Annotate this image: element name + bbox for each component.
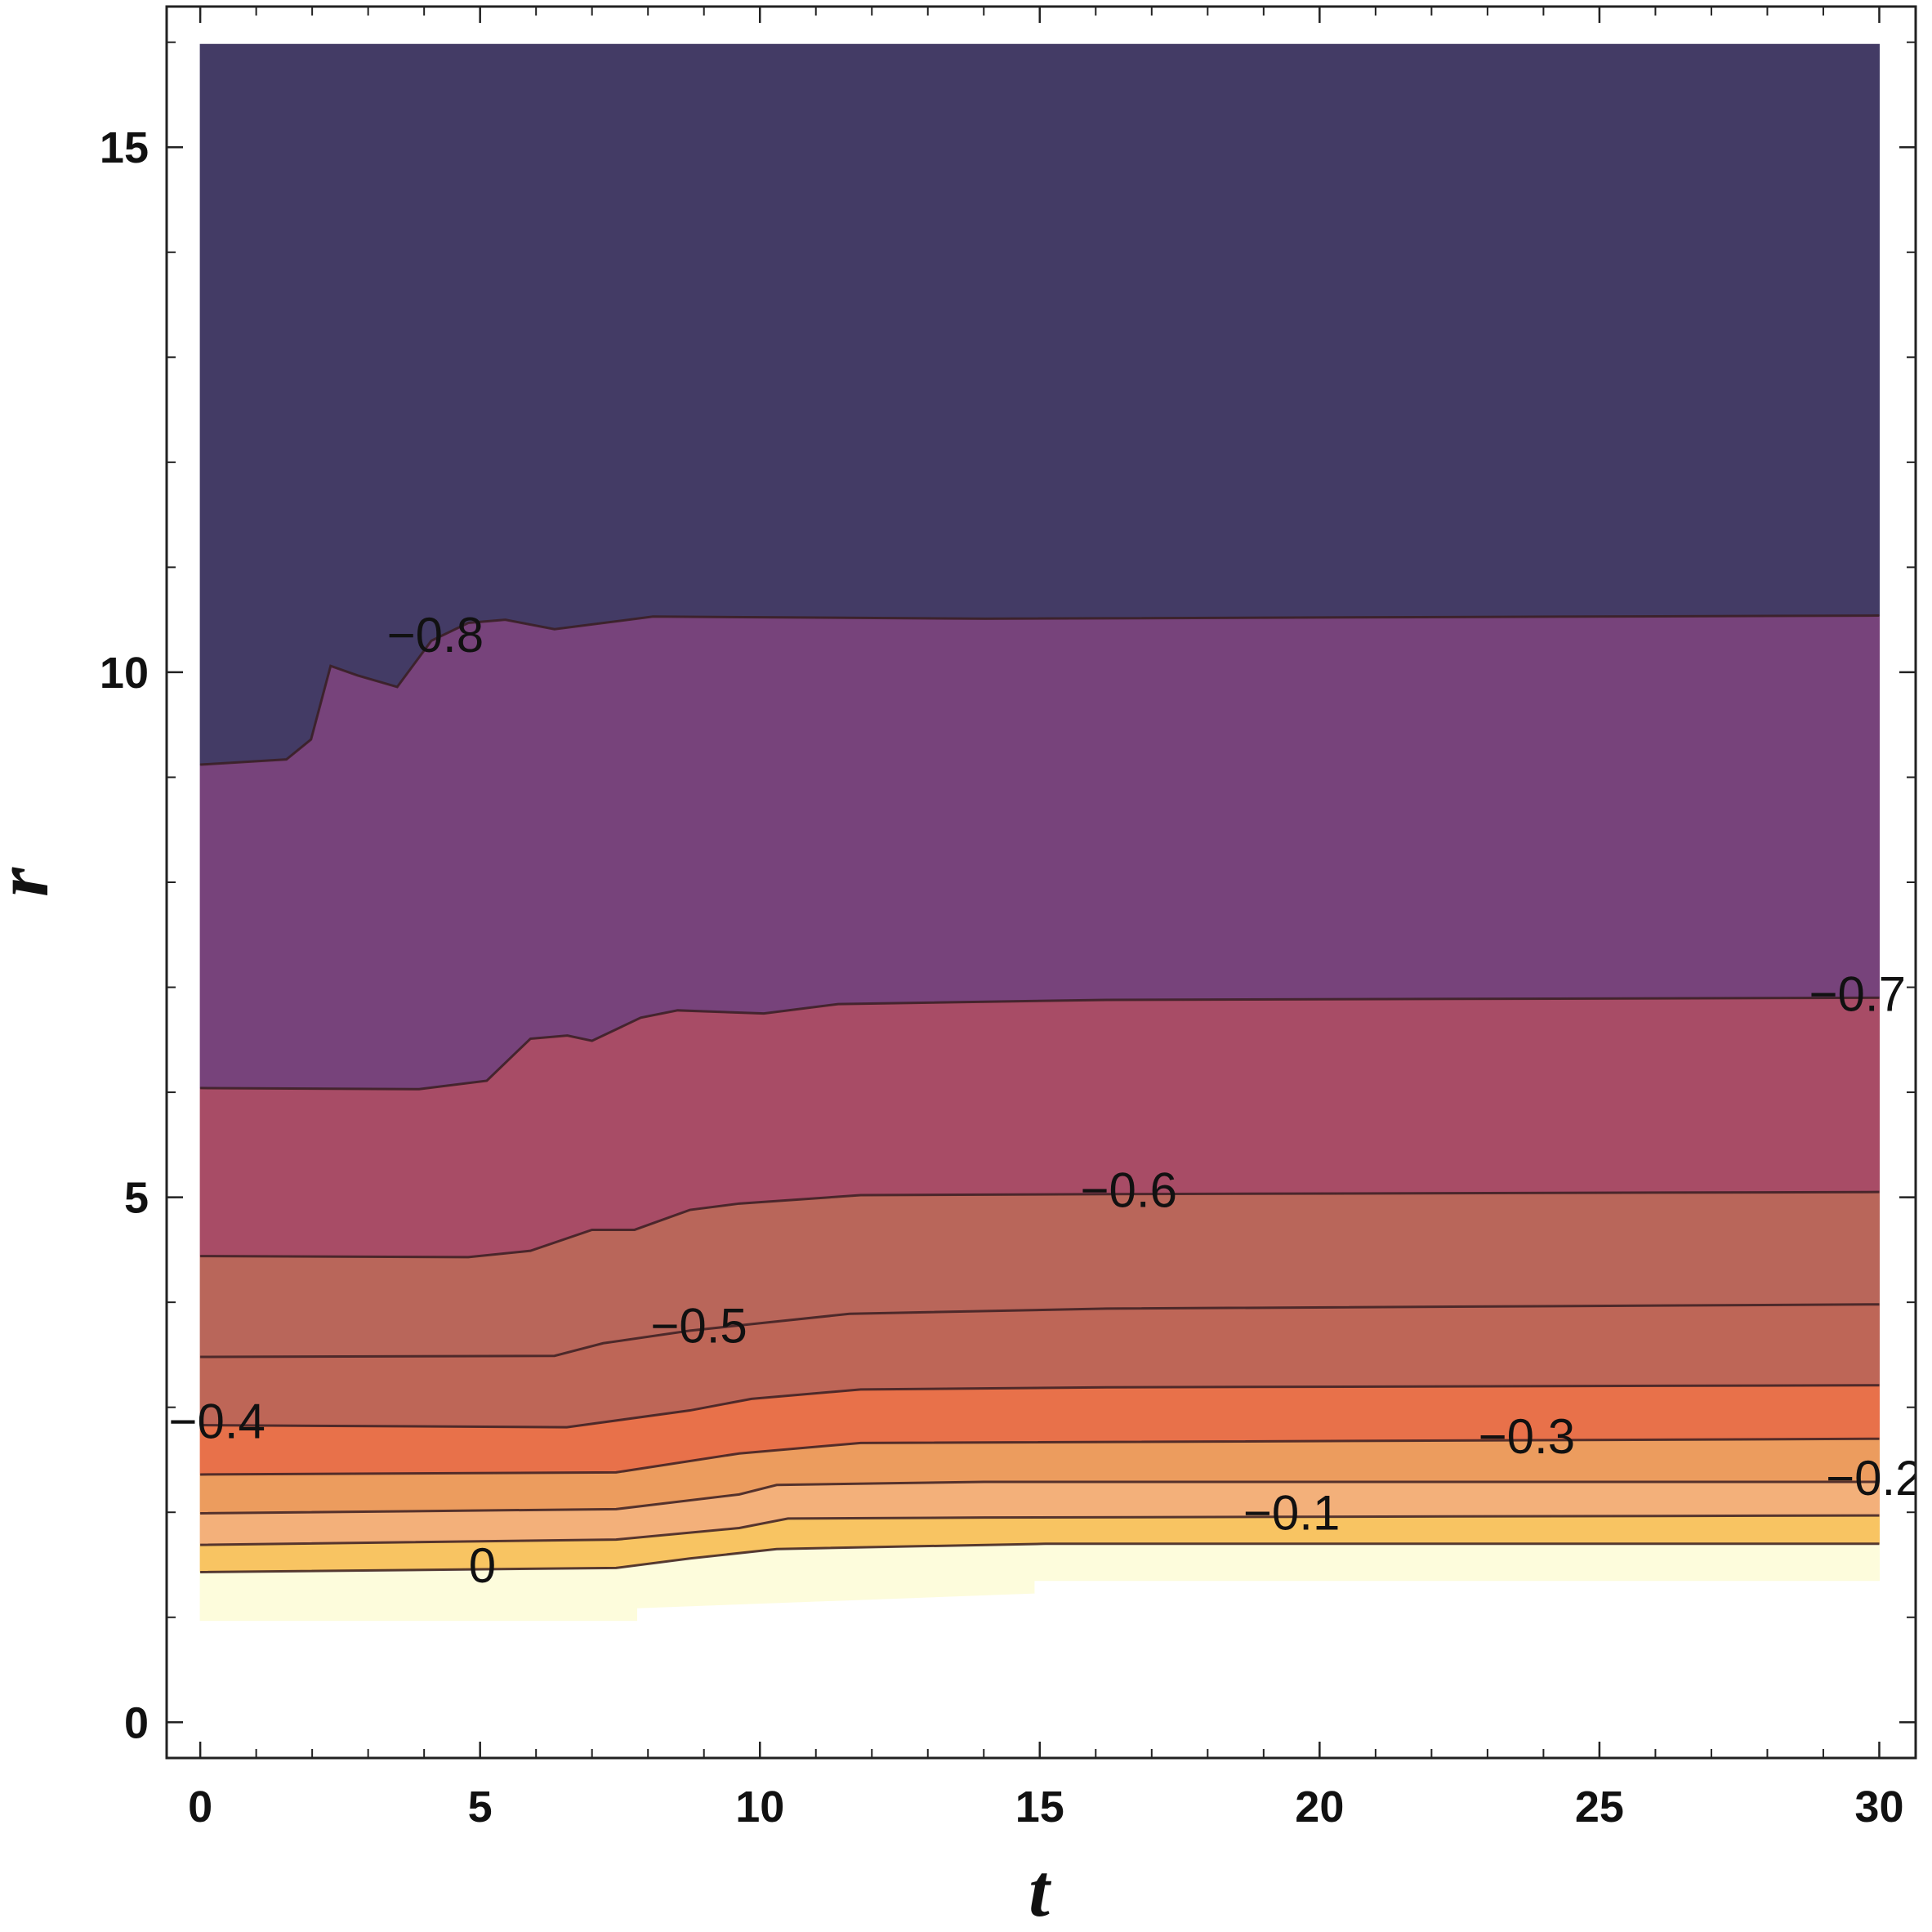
x-tick-label: 15 xyxy=(1015,1783,1064,1832)
x-tick-label: 10 xyxy=(735,1783,784,1832)
x-tick-label: 5 xyxy=(468,1783,493,1832)
x-tick-label: 30 xyxy=(1854,1783,1903,1832)
contour-label: −0.4 xyxy=(168,1394,265,1448)
x-tick-label: 25 xyxy=(1575,1783,1624,1832)
contour-label: −0.8 xyxy=(387,608,484,663)
y-tick-label: 0 xyxy=(124,1698,149,1747)
y-tick-label: 5 xyxy=(124,1174,149,1223)
contour-line xyxy=(200,1437,1880,1476)
x-tick-label: 0 xyxy=(188,1783,212,1832)
contour-line xyxy=(200,614,1880,766)
contour-line xyxy=(200,1384,1880,1429)
x-axis-label: t xyxy=(1028,1849,1051,1932)
contour-label: −0.7 xyxy=(1809,966,1906,1021)
contour-line xyxy=(200,996,1880,1091)
contour-label: −0.1 xyxy=(1243,1486,1340,1541)
contour-line xyxy=(200,1303,1880,1359)
contour-label: −0.3 xyxy=(1479,1409,1575,1464)
y-tick-label: 10 xyxy=(100,649,149,698)
contour-line xyxy=(200,1514,1880,1546)
contour-label: 0 xyxy=(469,1538,496,1593)
contour-line xyxy=(200,1190,1880,1259)
contour-label: −0.5 xyxy=(650,1299,747,1354)
axes: 0 5 10 15 20 25 30 0 5 10 15 xyxy=(100,7,1916,1832)
contour-label: −0.2 xyxy=(1826,1451,1922,1506)
plot-area: 0 −0.1 −0.2 −0.3 −0.4 −0.5 −0.6 −0.7 −0.8 xyxy=(168,43,1922,1622)
y-axis-label: r xyxy=(0,867,64,897)
x-tick-label: 20 xyxy=(1295,1783,1344,1832)
contour-line xyxy=(200,1542,1880,1573)
contour-line xyxy=(200,1480,1880,1515)
y-tick-label: 15 xyxy=(100,123,149,172)
contour-label: −0.6 xyxy=(1080,1163,1176,1218)
